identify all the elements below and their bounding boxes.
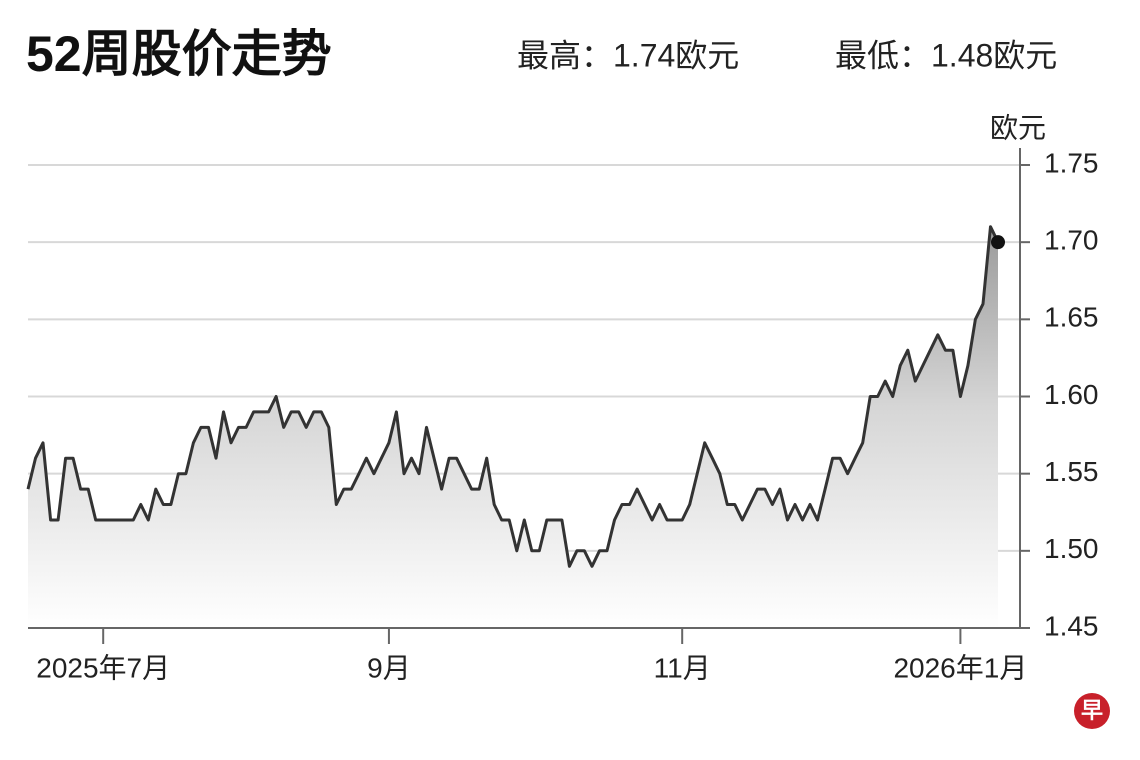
chart-title: 52周股价走势 [26, 26, 332, 82]
low-annotation: 最低：1.48欧元 [835, 37, 1057, 73]
y-tick-label: 1.50 [1044, 533, 1099, 564]
x-tick-label: 2026年1月 [893, 652, 1027, 683]
x-tick-label: 11月 [654, 652, 711, 683]
y-tick-label: 1.65 [1044, 302, 1099, 333]
x-tick-label: 9月 [367, 652, 411, 683]
y-tick-label: 1.70 [1044, 225, 1099, 256]
logo-badge [1074, 693, 1110, 729]
price-line [26, 225, 1000, 568]
y-tick-label: 1.75 [1044, 147, 1099, 178]
y-axis-unit: 欧元 [990, 112, 1046, 143]
y-tick-label: 1.45 [1044, 610, 1099, 641]
y-tick-label: 1.55 [1044, 456, 1099, 487]
high-annotation: 最高：1.74欧元 [517, 37, 739, 73]
y-tick-label: 1.60 [1044, 379, 1099, 410]
area [28, 226, 998, 628]
logo: 早 [1081, 698, 1103, 723]
last-point [991, 235, 1005, 250]
x-tick-label: 2025年7月 [36, 652, 170, 683]
